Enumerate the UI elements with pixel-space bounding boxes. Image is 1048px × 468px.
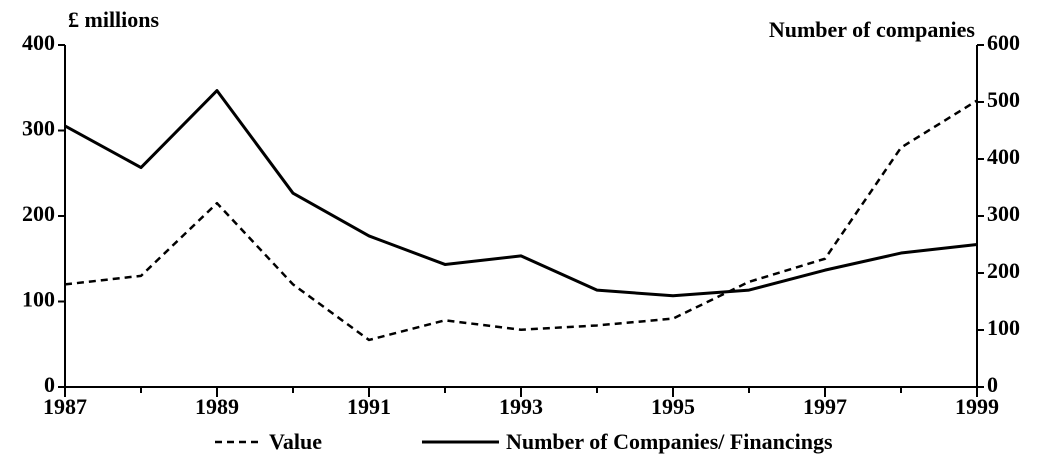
x-tick-label: 1995 bbox=[651, 394, 695, 419]
y-tick-label: 0 bbox=[44, 372, 55, 397]
line-series bbox=[64, 99, 978, 342]
y2-tick-label: 300 bbox=[987, 201, 1020, 226]
x-tick-label: 1997 bbox=[803, 394, 847, 419]
x-tick-label: 1987 bbox=[43, 394, 87, 419]
x-tick-label: 1999 bbox=[955, 394, 999, 419]
y-tick-label: 300 bbox=[22, 116, 55, 141]
y-tick-label: 200 bbox=[22, 201, 55, 226]
x-tick-label: 1991 bbox=[347, 394, 391, 419]
x-tick-label: 1989 bbox=[195, 394, 239, 419]
y-axis-title: £ millions bbox=[68, 7, 160, 32]
y2-tick-label: 200 bbox=[987, 258, 1020, 283]
y2-tick-label: 600 bbox=[987, 30, 1020, 55]
y2-tick-label: 400 bbox=[987, 144, 1020, 169]
y-tick-label: 400 bbox=[22, 30, 55, 55]
x-tick-label: 1993 bbox=[499, 394, 543, 419]
legend-label: Value bbox=[269, 429, 322, 454]
y-tick-label: 100 bbox=[22, 287, 55, 312]
y2-tick-label: 100 bbox=[987, 315, 1020, 340]
y2-axis-title: Number of companies bbox=[769, 17, 976, 42]
y2-tick-label: 0 bbox=[987, 372, 998, 397]
line-series bbox=[64, 89, 978, 298]
legend-label: Number of Companies/ Financings bbox=[506, 429, 833, 454]
y2-tick-label: 500 bbox=[987, 87, 1020, 112]
